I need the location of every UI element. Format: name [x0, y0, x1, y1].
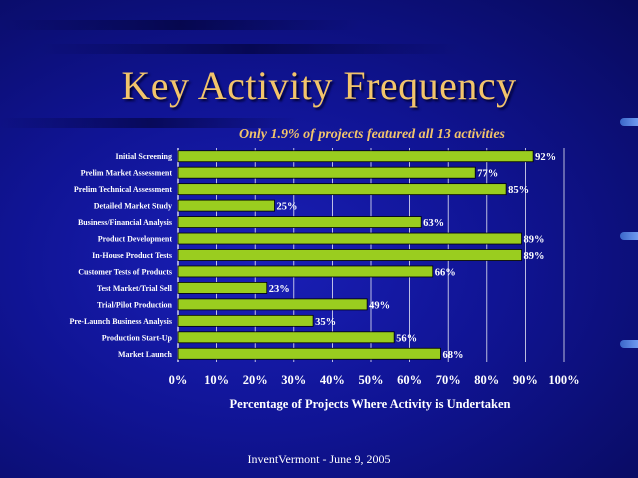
bars-group: 92% 77% 85% 25% 63% 89% 89% 66% 23% 49% 35% 56% 68% — [177, 150, 556, 361]
background-accent — [620, 232, 638, 240]
category-label: Product Development — [98, 235, 173, 244]
category-label: Trial/Pilot Production — [97, 300, 173, 309]
x-tick-labels: 0% 10% 20% 30% 40% 50% 60% 70% 80% 90% 100% — [169, 373, 580, 387]
bar-value-label: 23% — [269, 284, 290, 295]
x-tick-label: 20% — [243, 373, 268, 387]
background-accent — [620, 118, 638, 126]
category-label: In-House Product Tests — [92, 251, 172, 260]
x-tick-label: 10% — [204, 373, 229, 387]
bar-value-label: 77% — [477, 169, 498, 180]
background-stripe — [40, 44, 460, 54]
bar — [177, 183, 507, 196]
bar — [177, 331, 395, 344]
category-labels: Initial Screening Prelim Market Assessmen… — [69, 152, 172, 359]
bar — [177, 216, 422, 228]
bar-value-label: 89% — [524, 235, 545, 246]
category-label: Initial Screening — [115, 152, 172, 161]
x-tick-label: 30% — [281, 373, 306, 387]
bar — [177, 232, 522, 245]
category-label: Prelim Market Assessment — [81, 169, 173, 178]
background-stripe — [0, 20, 360, 30]
slide-title: Key Activity Frequency — [121, 63, 517, 108]
x-tick-label: 40% — [320, 373, 345, 387]
chart-title: Only 1.9% of projects featured all 13 ac… — [239, 127, 506, 142]
category-label: Market Launch — [118, 350, 173, 359]
category-label: Detailed Market Study — [94, 202, 172, 211]
category-label: Prelim Technical Assessment — [74, 185, 172, 194]
bar — [177, 166, 476, 179]
bar — [177, 314, 314, 327]
x-axis-label: Percentage of Projects Where Activity is… — [230, 397, 511, 411]
background-stripe — [0, 118, 300, 128]
x-tick-label: 0% — [169, 373, 188, 387]
x-tick-label: 90% — [513, 373, 538, 387]
bar-value-label: 49% — [369, 300, 390, 311]
category-label: Customer Tests of Products — [78, 267, 172, 276]
x-tick-label: 60% — [397, 373, 422, 387]
slide-footer: InventVermont - June 9, 2005 — [247, 452, 391, 466]
category-label: Test Market/Trial Sell — [97, 284, 173, 293]
bar-value-label: 92% — [535, 152, 556, 163]
bar — [177, 298, 368, 311]
bar — [177, 199, 275, 212]
bar — [177, 347, 441, 360]
bar-value-label: 68% — [442, 350, 463, 361]
bar — [177, 282, 268, 294]
bar — [177, 265, 434, 278]
bar-value-label: 56% — [396, 333, 417, 344]
category-label: Pre-Launch Business Analysis — [69, 317, 172, 326]
bar-value-label: 89% — [524, 251, 545, 262]
x-tick-label: 80% — [474, 373, 499, 387]
category-label: Business/Financial Analysis — [78, 218, 172, 227]
bar — [177, 150, 534, 163]
x-tick-label: 70% — [436, 373, 461, 387]
bar-value-label: 63% — [423, 218, 444, 229]
bar — [177, 249, 522, 261]
x-tick-label: 50% — [359, 373, 384, 387]
bar-value-label: 35% — [315, 317, 336, 328]
bar-value-label: 25% — [277, 202, 298, 213]
x-tick-label: 100% — [548, 373, 579, 387]
category-label: Production Start-Up — [102, 333, 173, 342]
bar-value-label: 66% — [435, 267, 456, 278]
bar-value-label: 85% — [508, 185, 529, 196]
background-accent — [620, 340, 638, 348]
